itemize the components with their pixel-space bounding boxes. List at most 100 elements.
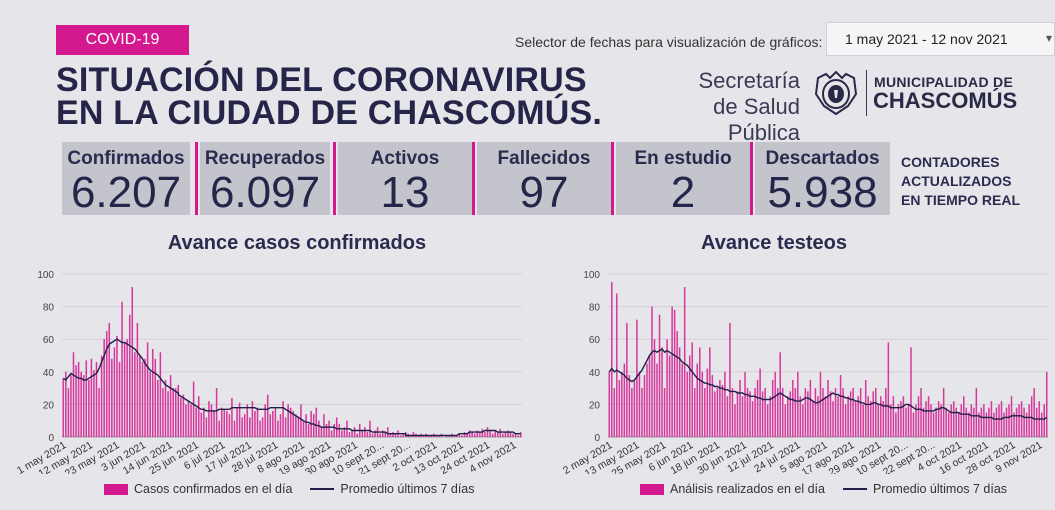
legend-line-swatch xyxy=(310,488,335,490)
bar-mark xyxy=(854,401,857,437)
counter-label: Confirmados xyxy=(67,148,185,169)
bar-mark xyxy=(182,394,185,437)
bar-mark xyxy=(292,410,295,437)
dropdown-arrow-icon[interactable]: ▾ xyxy=(1045,31,1052,45)
legend-bar-swatch xyxy=(640,483,664,495)
bar-mark xyxy=(1025,412,1028,437)
bar-mark xyxy=(643,375,646,437)
y-tick-label: 20 xyxy=(589,400,601,411)
bar-mark xyxy=(213,410,215,437)
bar-mark xyxy=(912,412,915,437)
bar-mark xyxy=(320,427,323,437)
bar-mark xyxy=(228,414,231,437)
bar-mark xyxy=(678,347,681,437)
bar-mark xyxy=(323,414,325,437)
counter-activos: Activos 13 xyxy=(338,142,472,217)
bar-mark xyxy=(1043,404,1045,437)
bar-mark xyxy=(754,388,756,437)
bar-mark xyxy=(937,401,940,437)
bar-mark xyxy=(238,402,241,437)
counter-label: Descartados xyxy=(765,148,880,169)
date-range-selector[interactable]: 1 may 2021 - 12 nov 2021 ▾ xyxy=(826,22,1055,56)
bar-mark xyxy=(77,362,80,437)
bar-mark xyxy=(824,396,827,437)
realtime-line-2: ACTUALIZADOS xyxy=(901,173,1012,189)
bar-mark xyxy=(151,348,154,437)
bar-mark xyxy=(162,388,164,437)
bar-mark xyxy=(792,379,794,437)
counter-divider xyxy=(611,142,614,215)
bar-mark xyxy=(646,363,648,437)
covid-tag: COVID-19 xyxy=(56,25,189,55)
bar-mark xyxy=(1008,404,1010,437)
bar-mark xyxy=(761,391,764,437)
bar-mark xyxy=(993,412,995,437)
bar-mark xyxy=(277,420,279,437)
bar-mark xyxy=(223,409,226,437)
bar-mark xyxy=(272,410,274,437)
counter-divider xyxy=(472,142,475,215)
bar-mark xyxy=(960,404,963,437)
bar-mark xyxy=(458,433,461,437)
bar-mark xyxy=(952,401,955,437)
bar-mark xyxy=(658,314,661,437)
bar-mark xyxy=(714,391,716,437)
page-title: SITUACIÓN DEL CORONAVIRUS EN LA CIUDAD D… xyxy=(56,63,602,130)
bar-mark xyxy=(453,435,456,437)
bar-mark xyxy=(116,335,118,437)
bar-mark xyxy=(628,375,631,437)
bar-mark xyxy=(774,371,776,437)
bar-mark xyxy=(241,417,243,437)
counter-divider xyxy=(333,142,336,215)
bar-mark xyxy=(95,362,98,437)
bar-mark xyxy=(85,360,88,437)
bar-mark xyxy=(333,423,335,437)
bar-mark xyxy=(1020,401,1023,437)
bar-mark xyxy=(473,433,476,437)
bar-mark xyxy=(169,375,172,437)
bar-mark xyxy=(154,358,157,437)
bar-mark xyxy=(927,396,930,437)
bar-mark xyxy=(872,391,875,437)
bar-mark xyxy=(663,388,666,437)
bar-mark xyxy=(611,282,613,437)
bar-mark xyxy=(136,322,139,437)
bar-mark xyxy=(195,407,197,437)
bar-mark xyxy=(653,339,656,437)
y-tick-label: 40 xyxy=(589,368,601,379)
bar-mark xyxy=(254,410,256,437)
bar-mark xyxy=(200,412,203,437)
bar-mark xyxy=(885,388,887,437)
bar-mark xyxy=(834,388,837,437)
bar-mark xyxy=(246,404,249,437)
bar-mark xyxy=(613,388,616,437)
y-tick-label: 0 xyxy=(594,433,600,444)
bar-mark xyxy=(673,309,676,437)
bar-mark xyxy=(812,401,814,437)
bar-mark xyxy=(686,371,688,437)
bar-mark xyxy=(220,407,223,437)
bar-mark xyxy=(1005,407,1008,437)
bar-mark xyxy=(975,388,978,437)
bar-mark xyxy=(766,404,769,437)
counter-fallecidos: Fallecidos 97 xyxy=(477,142,611,217)
bar-mark xyxy=(955,407,957,437)
bar-mark xyxy=(190,404,192,437)
bar-mark xyxy=(621,371,623,437)
legend-testeos: Análisis realizados en el día Promedio ú… xyxy=(640,482,1007,496)
bar-mark xyxy=(935,407,937,437)
counter-divider xyxy=(750,142,753,215)
bar-mark xyxy=(517,435,519,437)
bar-mark xyxy=(519,432,522,437)
bar-mark xyxy=(930,404,932,437)
legend-confirmados: Casos confirmados en el día Promedio últ… xyxy=(104,482,475,496)
bar-mark xyxy=(857,396,859,437)
average-line xyxy=(62,338,521,437)
bar-mark xyxy=(266,394,269,437)
bar-mark xyxy=(799,396,802,437)
bar-mark xyxy=(789,391,792,437)
bar-mark xyxy=(797,371,799,437)
bar-mark xyxy=(716,388,719,437)
